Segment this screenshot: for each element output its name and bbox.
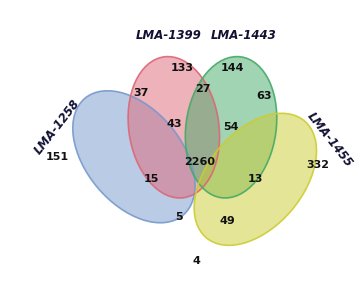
Text: LMA-1443: LMA-1443: [210, 29, 276, 42]
Text: 332: 332: [306, 160, 329, 171]
Ellipse shape: [194, 113, 316, 245]
Text: LMA-1455: LMA-1455: [304, 109, 355, 169]
Text: LMA-1399: LMA-1399: [136, 29, 202, 42]
Text: 144: 144: [221, 63, 245, 73]
Text: 5: 5: [175, 212, 183, 222]
Ellipse shape: [73, 91, 195, 223]
Text: 151: 151: [46, 152, 69, 162]
Ellipse shape: [185, 57, 277, 198]
Text: 43: 43: [166, 119, 182, 129]
Text: 13: 13: [248, 174, 263, 184]
Text: 37: 37: [133, 88, 148, 97]
Text: 15: 15: [144, 174, 159, 184]
Text: LMA-1258: LMA-1258: [32, 97, 83, 157]
Text: 49: 49: [220, 216, 235, 226]
Text: 133: 133: [171, 63, 194, 73]
Ellipse shape: [128, 57, 220, 198]
Text: 4: 4: [193, 256, 200, 266]
Text: 54: 54: [223, 122, 239, 132]
Text: 63: 63: [256, 91, 272, 101]
Text: 2260: 2260: [184, 157, 215, 167]
Text: 27: 27: [195, 84, 211, 94]
